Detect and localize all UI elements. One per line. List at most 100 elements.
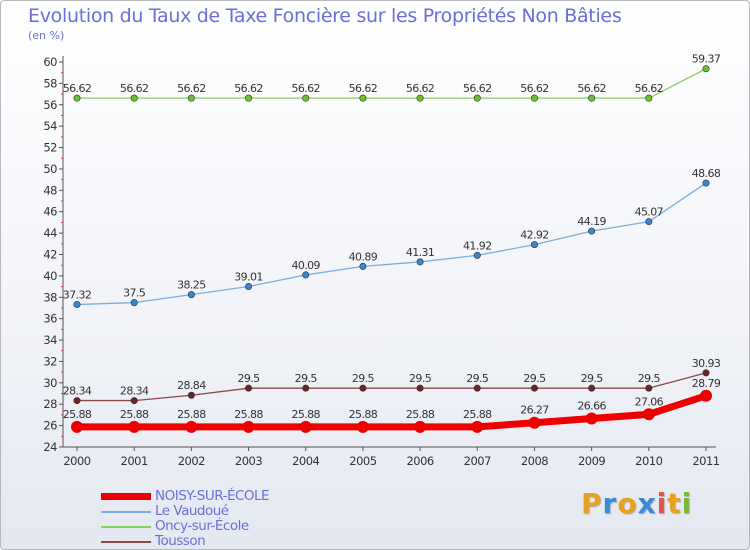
data-label: 28.34 — [63, 385, 92, 398]
legend-swatch-oncy — [101, 526, 151, 528]
data-label: 45.07 — [635, 206, 664, 219]
data-point — [245, 384, 253, 392]
y-tick-label: 48 — [43, 183, 57, 197]
y-tick-label: 36 — [43, 312, 57, 326]
data-point — [130, 94, 138, 102]
data-point — [359, 94, 367, 102]
data-point — [302, 94, 310, 102]
data-label: 56.62 — [406, 82, 435, 95]
logo-letter: t — [667, 487, 682, 520]
data-label: 37.32 — [63, 289, 92, 302]
data-label: 56.62 — [291, 82, 320, 95]
data-label: 29.5 — [295, 372, 318, 385]
logo-letter: o — [617, 487, 638, 520]
data-label: 25.88 — [406, 408, 435, 421]
data-label: 56.62 — [635, 82, 664, 95]
data-point — [187, 94, 195, 102]
series-line — [73, 392, 710, 431]
data-point — [299, 420, 312, 433]
data-point — [528, 416, 541, 429]
data-point — [130, 397, 138, 405]
chart-subtitle: (en %) — [28, 29, 65, 42]
data-label: 26.27 — [520, 404, 549, 417]
y-tick-label: 26 — [43, 419, 57, 433]
data-point — [128, 420, 141, 433]
y-tick-label: 58 — [43, 76, 57, 90]
x-tick-label: 2000 — [63, 454, 90, 468]
data-label: 25.88 — [234, 408, 263, 421]
logo-letter: r — [602, 487, 618, 520]
data-point — [185, 420, 198, 433]
data-point — [530, 384, 538, 392]
legend-label: Le Vaudoué — [155, 503, 229, 519]
data-label: 41.92 — [463, 239, 492, 252]
data-point — [645, 218, 653, 226]
data-point — [359, 384, 367, 392]
series-line — [76, 68, 707, 99]
data-label: 39.01 — [234, 270, 263, 283]
x-tick-label: 2008 — [521, 454, 548, 468]
y-tick-label: 40 — [43, 269, 57, 283]
data-label: 30.93 — [692, 357, 721, 370]
data-label: 28.84 — [177, 379, 206, 392]
data-point — [416, 94, 424, 102]
data-point — [73, 301, 81, 309]
y-tick-label: 56 — [43, 98, 57, 112]
y-tick-label: 44 — [43, 226, 57, 240]
data-label: 29.5 — [409, 372, 432, 385]
data-label: 42.92 — [520, 229, 549, 242]
y-tick-label: 30 — [43, 376, 57, 390]
x-tick-label: 2011 — [692, 454, 719, 468]
data-point — [73, 397, 81, 405]
y-tick-label: 46 — [43, 205, 57, 219]
x-tick-label: 2004 — [292, 454, 319, 468]
data-label: 25.88 — [63, 408, 92, 421]
data-label: 56.62 — [177, 82, 206, 95]
data-point — [416, 258, 424, 266]
data-label: 41.31 — [406, 246, 435, 259]
x-tick-label: 2006 — [406, 454, 433, 468]
data-point — [588, 94, 596, 102]
data-point — [530, 94, 538, 102]
data-label: 56.62 — [349, 82, 378, 95]
data-label: 25.88 — [120, 408, 149, 421]
data-label: 25.88 — [349, 408, 378, 421]
data-label: 25.88 — [463, 408, 492, 421]
data-label: 48.68 — [692, 167, 721, 180]
data-point — [642, 408, 655, 421]
data-label: 28.34 — [120, 385, 149, 398]
legend-swatch-vaudoue — [101, 511, 151, 513]
data-label: 56.62 — [520, 82, 549, 95]
data-label: 38.25 — [177, 279, 206, 292]
legend-swatch-noisy — [101, 493, 151, 500]
data-point — [471, 420, 484, 433]
data-point — [245, 94, 253, 102]
data-label: 29.5 — [581, 372, 604, 385]
x-tick-label: 2007 — [464, 454, 491, 468]
legend-swatch-tousson — [101, 541, 151, 543]
series-line — [76, 182, 707, 306]
logo-letter: i — [656, 487, 668, 520]
data-point — [130, 299, 138, 307]
data-point — [645, 94, 653, 102]
chart-title: Evolution du Taux de Taxe Foncière sur l… — [28, 5, 622, 27]
data-point — [645, 384, 653, 392]
y-tick-label: 28 — [43, 397, 57, 411]
data-label: 40.09 — [291, 259, 320, 272]
data-label: 25.88 — [291, 408, 320, 421]
x-tick-label: 2001 — [121, 454, 148, 468]
data-point — [702, 179, 710, 187]
legend-label: NOISY-SUR-ÉCOLE — [155, 488, 270, 504]
y-tick-label: 32 — [43, 354, 57, 368]
data-point — [473, 251, 481, 259]
data-label: 37.5 — [123, 287, 146, 300]
data-label: 28.79 — [692, 377, 721, 390]
data-label: 56.62 — [234, 82, 263, 95]
y-tick-label: 38 — [43, 290, 57, 304]
x-tick-label: 2003 — [235, 454, 262, 468]
data-point — [356, 420, 369, 433]
y-tick-label: 50 — [43, 162, 57, 176]
data-point — [414, 420, 427, 433]
data-label: 25.88 — [177, 408, 206, 421]
